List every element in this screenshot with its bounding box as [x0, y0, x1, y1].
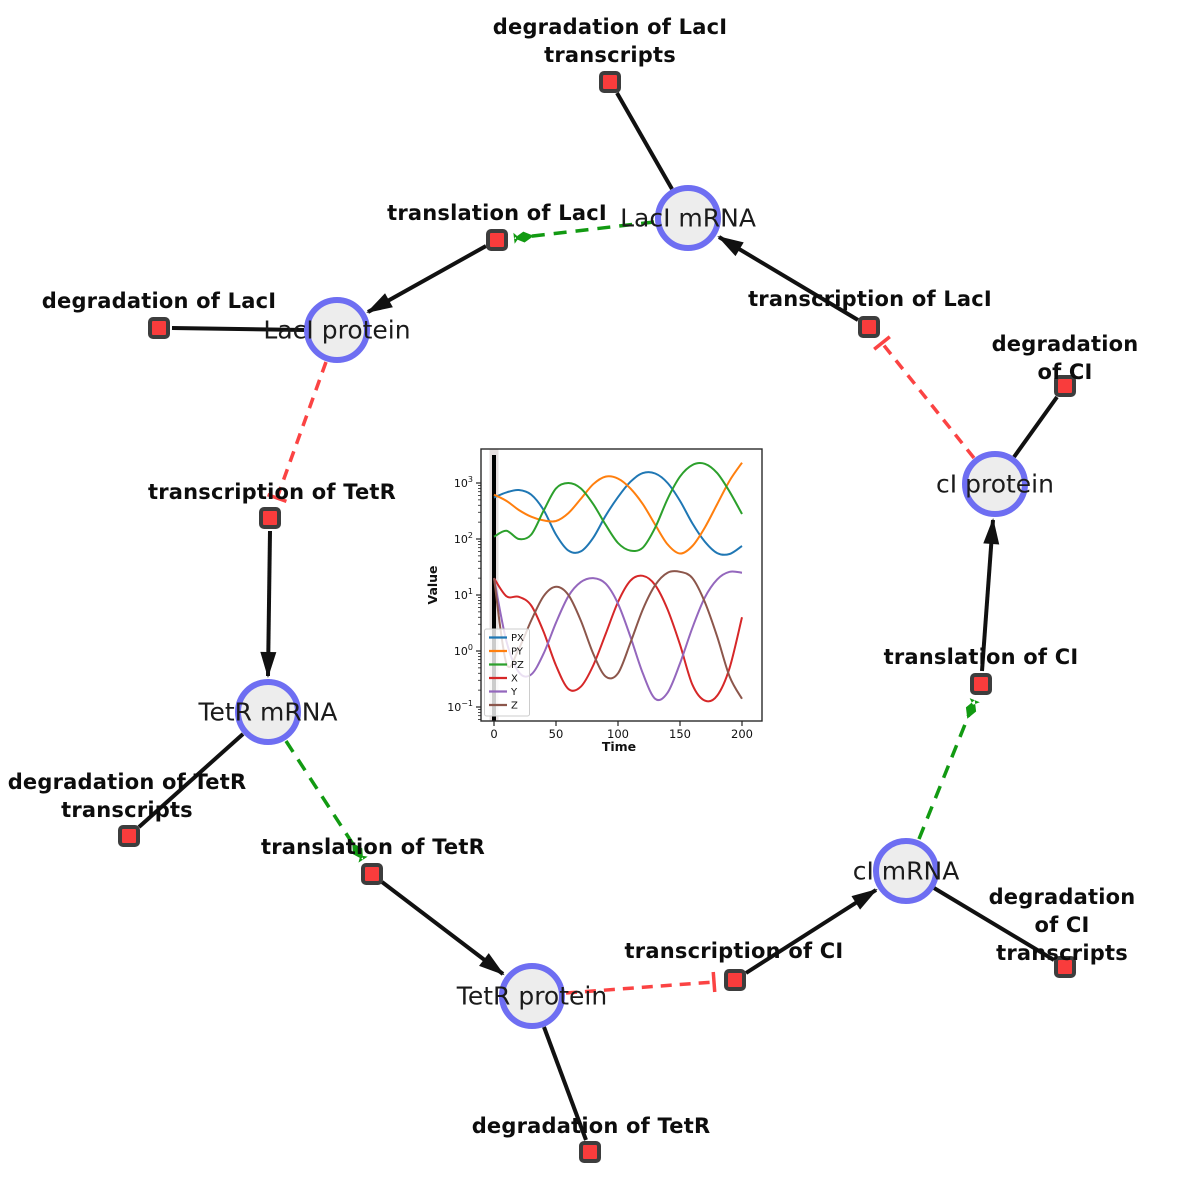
reaction-node-translation-of-tetr [361, 863, 383, 885]
reaction-node-translation-of-laci [486, 229, 508, 251]
species-node-ci-protein [962, 451, 1028, 517]
edge-ci-protein-degradation [1012, 395, 1059, 459]
edge-tetr-mrna-degradation [137, 732, 245, 829]
edge-laci-mrna-degradation [615, 92, 674, 190]
reaction-label-translation-of-ci: translation of CI [883, 645, 1079, 669]
edge-tetr-protein-inhibits-transcription-ci [565, 971, 717, 995]
reaction-label-degradation-of-laci: degradation of LacI [41, 289, 277, 313]
species-label-ci-protein: cI protein [936, 469, 1054, 499]
reaction-node-degradation-of-tetr [579, 1141, 601, 1163]
edge-laci-mrna-translation-activation [513, 220, 655, 244]
reaction-label-degradation-of-ci-transcripts: degradation of CI transcripts [988, 885, 1136, 965]
reaction-node-transcription-of-tetr [259, 507, 281, 529]
edge-translation-tetr-to-tetr-protein [380, 880, 505, 976]
species-label-tetr-mrna: TetR mRNA [198, 697, 338, 727]
species-label-ci-mrna: cI mRNA [852, 856, 960, 886]
reaction-label-translation-of-laci: translation of LacI [387, 201, 607, 225]
reaction-node-degradation-of-laci-transcripts [599, 71, 621, 93]
reaction-label-transcription-of-ci: transcription of CI [624, 939, 844, 963]
reaction-label-transcription-of-laci: transcription of LacI [748, 287, 992, 311]
species-node-tetr-mrna [235, 679, 301, 745]
reaction-label-degradation-of-tetr-transcripts: degradation of TetR transcripts [7, 770, 247, 822]
reaction-node-transcription-of-ci [724, 969, 746, 991]
reaction-node-degradation-of-tetr-transcripts [118, 825, 140, 847]
edge-tetr-mrna-translation-activation [284, 740, 368, 863]
edge-translation-ci-to-ci-protein [980, 518, 1000, 672]
species-label-laci-mrna: LacI mRNA [620, 203, 756, 233]
edge-translation-laci-to-laci-protein [366, 244, 487, 314]
reaction-label-degradation-of-ci: degradation of CI [991, 332, 1139, 384]
edge-tetr-protein-degradation [542, 1026, 588, 1141]
reaction-label-degradation-of-laci-transcripts: degradation of LacI transcripts [492, 15, 728, 67]
species-node-laci-mrna [655, 185, 721, 251]
reaction-label-transcription-of-tetr: transcription of TetR [147, 480, 397, 504]
edge-transcription-tetr-to-tetr-mrna [260, 530, 277, 678]
edge-laci-protein-degradation [171, 326, 305, 332]
edge-transcription-ci-to-ci-mrna [744, 888, 878, 975]
reaction-node-degradation-of-ci-transcripts [1054, 956, 1076, 978]
reaction-node-transcription-of-laci [858, 316, 880, 338]
species-node-laci-protein [304, 297, 370, 363]
reaction-label-translation-of-tetr: translation of TetR [261, 835, 485, 859]
edge-ci-mrna-translation-activation [917, 698, 980, 840]
reaction-node-degradation-of-laci [148, 317, 170, 339]
edge-laci-protein-inhibits-transcription-tetr [266, 361, 328, 504]
species-label-tetr-protein: TetR protein [456, 981, 608, 1011]
species-node-ci-mrna [873, 838, 939, 904]
edge-transcription-laci-to-laci-mrna [717, 235, 860, 322]
species-label-laci-protein: LacI protein [263, 315, 411, 345]
edge-ci-mrna-degradation [932, 886, 1056, 962]
reaction-node-degradation-of-ci [1054, 375, 1076, 397]
edge-ci-protein-inhibits-transcription-laci [873, 335, 976, 460]
reaction-label-degradation-of-tetr: degradation of TetR [471, 1114, 711, 1138]
species-node-tetr-protein [499, 963, 565, 1029]
reaction-node-translation-of-ci [970, 673, 992, 695]
